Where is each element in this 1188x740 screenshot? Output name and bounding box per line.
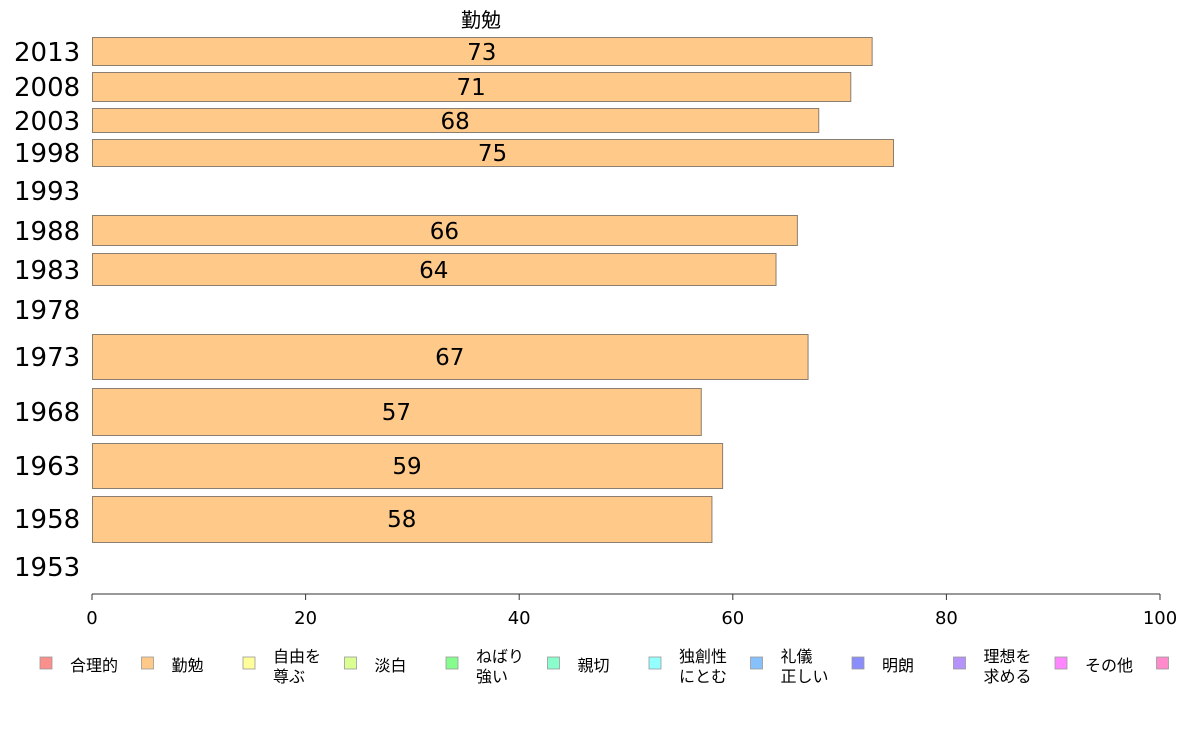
legend-item: 礼儀正しい [751,647,829,686]
legend-item: ねばり強い [446,647,524,686]
legend-item: 合理的 [40,656,118,675]
legend-label: 淡白 [375,656,407,675]
bar-value-label: 75 [478,141,507,167]
bar-value-label: 67 [435,345,464,371]
legend-label: 明朗 [882,656,914,675]
x-tick-label: 80 [935,608,958,629]
legend-swatch [243,657,255,669]
bar-value-label: 57 [382,400,411,426]
x-tick-label: 100 [1143,608,1177,629]
y-tick-label: 1963 [14,452,80,482]
chart-title: 勤勉 [461,8,501,32]
legend-item: 独創性にとむ [649,647,727,686]
legend-item: 自由を尊ぶ [243,647,321,686]
bar-value-label: 59 [392,454,421,480]
legend-swatch [649,657,661,669]
bar-value-label: 58 [387,507,416,533]
legend-swatch [142,657,154,669]
legend-label: 独創性にとむ [679,647,727,686]
legend-swatch [548,657,560,669]
y-tick-label: 1983 [14,256,80,286]
legend-label: ねばり強い [476,647,524,686]
x-tick-label: 40 [508,608,531,629]
legend-item: 理想を求める [954,647,1032,686]
legend-swatch [1055,657,1067,669]
bar-value-label: 73 [467,40,496,66]
legend-swatch [40,657,52,669]
legend-item: その他 [1055,656,1133,675]
legend-label: 礼儀正しい [781,647,829,686]
legend-label: 勤勉 [172,656,204,675]
bar-value-label: 68 [440,109,469,135]
legend-item: 明朗 [852,656,914,675]
bar-value-label: 66 [430,219,459,245]
bars-layer: 2013 73 2008 71 2003 68 1998 75 1993 1988 66 1983 64… [14,38,894,584]
y-tick-label: 1978 [14,296,80,326]
y-tick-label: 2013 [14,38,80,68]
legend-swatch [954,657,966,669]
y-tick-label: 2003 [14,107,80,137]
legend-swatch [751,657,763,669]
bar-value-label: 64 [419,258,448,284]
legend-item: 勤勉 [142,656,204,675]
legend-swatch [345,657,357,669]
y-tick-label: 1973 [14,343,80,373]
legend-swatch [1157,657,1169,669]
legend-label: 親切 [578,656,610,675]
y-tick-label: 1958 [14,505,80,535]
legend-item: 淡白 [345,656,407,675]
legend-item: D [1157,656,1188,675]
legend-label: 自由を尊ぶ [273,647,321,686]
y-tick-label: 1988 [14,217,80,247]
y-tick-label: 1993 [14,177,80,207]
y-tick-label: 1968 [14,398,80,428]
legend-item: 親切 [548,656,610,675]
legend: 合理的 勤勉 自由を尊ぶ 淡白 ねばり強い 親切 独創性にとむ 礼儀正しい 明朗 理想を求める その… [40,647,1188,686]
legend-swatch [446,657,458,669]
x-tick-label: 20 [294,608,317,629]
y-tick-label: 1953 [14,553,80,583]
x-tick-label: 60 [721,608,744,629]
x-axis: 0 20 40 60 80 100 [86,594,1177,629]
legend-label: 理想を求める [984,647,1032,686]
legend-label: 合理的 [70,656,118,675]
legend-swatch [852,657,864,669]
bar-value-label: 71 [456,75,485,101]
y-tick-label: 1998 [14,139,80,169]
legend-label: その他 [1085,656,1133,675]
y-tick-label: 2008 [14,73,80,103]
x-tick-label: 0 [86,608,97,629]
